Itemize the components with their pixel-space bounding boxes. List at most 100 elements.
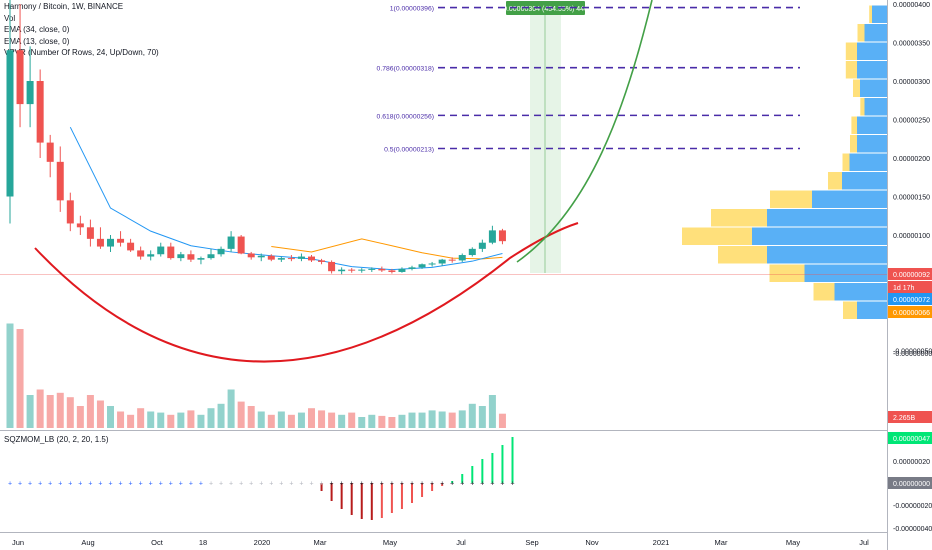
osc-tick: 0.00000020 <box>893 459 930 466</box>
squeeze-dot: + <box>88 481 92 488</box>
price-tag[interactable] <box>888 268 932 280</box>
candle-body[interactable] <box>36 81 44 143</box>
price-axis[interactable]: 0.00000400 0.00000350 0.00000300 0.00000250… <box>888 2 932 423</box>
candle-body[interactable] <box>287 258 295 260</box>
price-tag[interactable] <box>888 293 932 305</box>
candle-body[interactable] <box>177 254 185 259</box>
vpvr-row-up <box>767 246 887 264</box>
time-axis[interactable]: Jun Aug Oct 18 2020 Mar May Jul Sep Nov 2021 Mar May… <box>12 538 869 547</box>
candle-body[interactable] <box>378 268 386 271</box>
candle-body[interactable] <box>308 256 315 261</box>
candle-body[interactable] <box>127 242 135 251</box>
price-tick: -0.00000000 <box>893 351 932 358</box>
candle-body[interactable] <box>137 250 145 257</box>
price-tick: 0.00000100 <box>893 233 930 240</box>
candle-body[interactable] <box>488 230 496 243</box>
candle-body[interactable] <box>257 255 265 258</box>
candle-body[interactable] <box>267 255 275 260</box>
candle-body[interactable] <box>217 248 225 255</box>
price-tag[interactable] <box>888 411 932 423</box>
volume-bar <box>388 417 396 428</box>
candle-body[interactable] <box>227 236 235 249</box>
candle-body[interactable] <box>66 200 74 224</box>
candle-body[interactable] <box>428 263 436 265</box>
candle-body[interactable] <box>358 269 366 271</box>
candle-body[interactable] <box>117 238 125 243</box>
candle-body[interactable] <box>107 238 114 247</box>
price-tag[interactable] <box>888 306 932 318</box>
candle-body[interactable] <box>157 246 165 255</box>
candle-body[interactable] <box>26 81 34 105</box>
candle-body[interactable] <box>197 258 205 260</box>
candlestick-series[interactable] <box>6 0 506 275</box>
symbol-title[interactable]: Harmony / Bitcoin, 1W, BINANCE <box>4 2 124 11</box>
fib-label: 0.618(0.00000256) <box>377 113 434 120</box>
vpvr-row-down <box>860 98 865 116</box>
candle-body[interactable] <box>418 264 426 268</box>
candle-body[interactable] <box>207 254 215 259</box>
squeeze-dot: + <box>68 481 72 488</box>
volume-bar <box>147 411 155 428</box>
candle-body[interactable] <box>368 268 376 270</box>
oscillator-legend[interactable]: SQZMOM_LB (20, 2, 20, 1.5) <box>4 435 109 444</box>
candle-body[interactable] <box>46 142 54 162</box>
candle-body[interactable] <box>187 254 195 260</box>
projection-range-box[interactable] <box>530 3 561 273</box>
candle-body[interactable] <box>398 268 406 272</box>
squeeze-dot: + <box>380 481 384 488</box>
vpvr-row-up <box>860 79 887 97</box>
volume-bar <box>76 406 84 428</box>
candle-body[interactable] <box>277 258 285 260</box>
squeeze-momentum-histogram: + + + + + + + + + + + + + + + + + + + + + + + + + + + + + + + + + + + + + + + +… <box>8 437 515 520</box>
candle-body[interactable] <box>478 242 486 249</box>
candle-body[interactable] <box>468 248 476 256</box>
candle-body[interactable] <box>56 161 64 201</box>
volume-bar <box>458 410 466 428</box>
volume-bar <box>16 329 24 428</box>
osc-tag[interactable] <box>888 432 932 444</box>
candle-body[interactable] <box>76 223 84 228</box>
osc-tag[interactable] <box>888 477 932 489</box>
indicator-vpvr[interactable]: VPVR (Number Of Rows, 24, Up/Down, 70) <box>4 48 159 57</box>
candle-body[interactable] <box>348 269 356 271</box>
candle-body[interactable] <box>438 259 446 264</box>
candle-body[interactable] <box>338 269 346 272</box>
candle-body[interactable] <box>498 230 506 242</box>
oscillator-axis[interactable]: 0.00000020 -0.00000020 -0.00000040 0.000000… <box>888 432 932 533</box>
vpvr-row-down <box>853 79 860 97</box>
candle-body[interactable] <box>318 260 326 262</box>
price-tag[interactable] <box>888 281 932 293</box>
squeeze-dot: + <box>460 481 464 488</box>
ema34-line[interactable] <box>271 238 503 260</box>
rounded-bottom-arc[interactable] <box>34 222 579 363</box>
candle-body[interactable] <box>388 270 396 272</box>
volume-bar <box>66 397 74 428</box>
indicator-ema13[interactable]: EMA (13, close, 0) <box>4 36 70 46</box>
candle-body[interactable] <box>297 256 305 259</box>
squeeze-dot: + <box>108 481 112 488</box>
volume-bar <box>448 412 456 428</box>
candle-body[interactable] <box>247 253 255 258</box>
candle-body[interactable] <box>6 50 14 197</box>
fib-levels[interactable]: 1(0.00000396) 0.786(0.00000318) 0.618(0.00… <box>377 6 800 154</box>
candle-body[interactable] <box>96 238 104 247</box>
vpvr-row-down <box>869 5 872 23</box>
candle-body[interactable] <box>167 246 175 259</box>
candle-body[interactable] <box>408 267 416 269</box>
candle-body[interactable] <box>16 50 24 105</box>
parabolic-projection-curve[interactable] <box>516 0 653 263</box>
volume-profile <box>682 5 887 319</box>
candle-body[interactable] <box>458 255 466 261</box>
candle-body[interactable] <box>328 261 336 272</box>
indicator-ema34[interactable]: EMA (34, close, 0) <box>4 25 70 34</box>
volume-bar <box>217 403 225 428</box>
squeeze-dot: + <box>169 481 173 488</box>
vpvr-row-up <box>857 116 887 134</box>
volume-bar <box>328 412 336 428</box>
candle-body[interactable] <box>448 259 456 261</box>
candle-body[interactable] <box>86 227 94 239</box>
candle-body[interactable] <box>237 236 245 254</box>
candle-body[interactable] <box>147 254 155 257</box>
